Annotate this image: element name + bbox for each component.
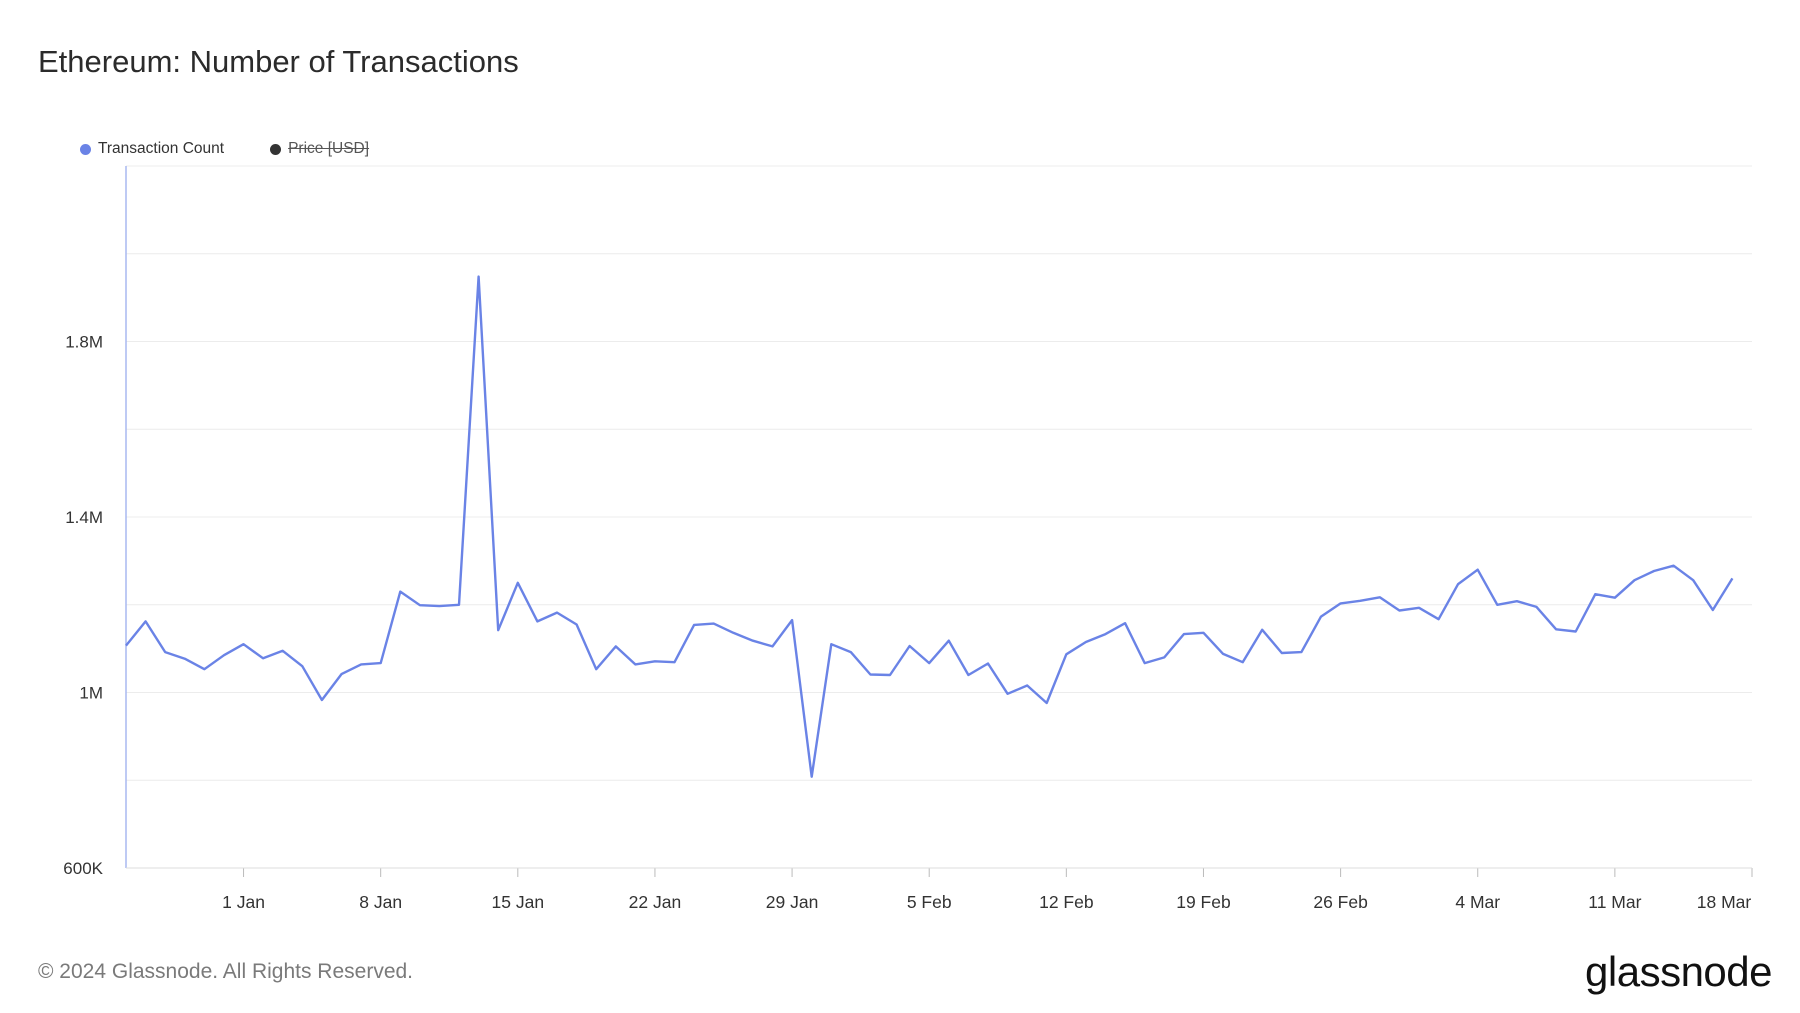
x-tick-label: 18 Mar [1697,892,1752,912]
legend-item-transaction-count[interactable]: Transaction Count [80,140,224,158]
x-tick-label: 1 Jan [222,892,265,912]
copyright-footer: © 2024 Glassnode. All Rights Reserved. [38,960,414,983]
gridlines [126,165,1752,869]
legend-dot-price [270,143,282,155]
x-tick-label: 22 Jan [629,892,682,912]
y-axis-ticks: 600K 1M 1.4M 1.8M [63,333,103,879]
x-tick-label: 15 Jan [492,892,545,912]
x-tick-label: 19 Feb [1176,892,1230,912]
x-tick-label: 12 Feb [1039,892,1093,912]
chart-legend: Transaction Count Price [USD] [80,140,369,158]
legend-label-transaction-count: Transaction Count [98,140,225,157]
x-tick-label: 8 Jan [359,892,402,912]
legend-label-price: Price [USD] [288,140,370,157]
y-tick-label: 1.4M [65,508,103,527]
x-tick-label: 26 Feb [1313,892,1367,912]
x-axis-ticks: 1 Jan 8 Jan 15 Jan 22 Jan 29 Jan 5 Feb 12 Feb 1… [222,868,1753,912]
series-points [125,276,1733,777]
x-tick-label: 11 Mar [1588,892,1641,912]
x-tick-label: 5 Feb [907,892,952,912]
legend-item-price[interactable]: Price [USD] [270,140,369,158]
x-tick-label: 4 Mar [1455,892,1500,912]
x-tick-label: 29 Jan [766,892,819,912]
glassnode-logo: glassnode [1585,948,1772,995]
y-tick-label: 600K [63,859,103,878]
series-line-transaction-count [125,275,1734,778]
legend-dot-transaction-count [80,143,91,155]
y-tick-label: 1.8M [65,333,103,352]
y-tick-label: 1M [79,684,103,703]
chart-title: Ethereum: Number of Transactions [38,44,519,79]
